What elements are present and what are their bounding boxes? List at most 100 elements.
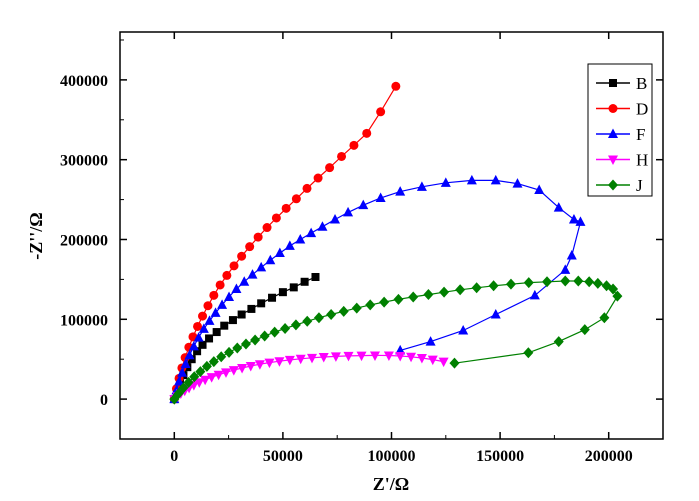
data-point bbox=[237, 363, 248, 374]
data-point bbox=[439, 286, 450, 298]
x-tick-label: 100000 bbox=[368, 448, 416, 465]
data-point bbox=[458, 324, 469, 335]
data-point bbox=[269, 326, 280, 338]
data-point bbox=[264, 358, 275, 369]
data-point bbox=[490, 174, 501, 185]
data-point bbox=[376, 107, 386, 117]
data-point bbox=[212, 328, 221, 337]
data-point bbox=[245, 361, 256, 372]
data-point bbox=[455, 284, 466, 296]
data-point bbox=[280, 322, 291, 334]
data-point bbox=[318, 353, 329, 363]
data-point bbox=[215, 280, 225, 290]
data-point bbox=[423, 289, 434, 301]
data-point bbox=[201, 360, 212, 372]
data-point bbox=[512, 178, 523, 188]
data-point bbox=[193, 347, 202, 356]
data-point bbox=[265, 254, 276, 265]
data-point bbox=[198, 340, 207, 349]
data-point bbox=[438, 357, 449, 368]
data-point bbox=[568, 214, 579, 224]
y-tick-label: 200000 bbox=[60, 232, 108, 249]
data-point bbox=[330, 352, 341, 362]
data-point bbox=[300, 277, 309, 286]
data-point bbox=[408, 291, 419, 303]
data-point bbox=[228, 366, 239, 376]
data-point bbox=[224, 291, 235, 301]
data-point bbox=[393, 293, 404, 305]
data-point bbox=[291, 194, 301, 204]
data-point bbox=[608, 128, 618, 138]
data-point bbox=[256, 261, 267, 272]
data-point bbox=[490, 309, 501, 319]
data-point bbox=[365, 299, 376, 311]
data-point bbox=[268, 293, 277, 302]
data-point bbox=[302, 183, 312, 193]
data-point bbox=[193, 321, 203, 331]
data-point bbox=[250, 334, 261, 346]
data-point bbox=[295, 354, 306, 365]
data-point bbox=[307, 353, 318, 364]
data-point bbox=[369, 351, 380, 361]
data-point bbox=[247, 269, 258, 279]
data-point bbox=[471, 282, 482, 294]
data-point bbox=[216, 351, 227, 363]
data-point bbox=[383, 351, 394, 362]
series-layer bbox=[169, 81, 623, 405]
series-J bbox=[169, 275, 623, 405]
data-point bbox=[573, 275, 584, 287]
data-point bbox=[553, 336, 564, 348]
data-point bbox=[271, 213, 281, 223]
data-point bbox=[205, 334, 214, 343]
data-point bbox=[612, 290, 623, 302]
data-point bbox=[184, 349, 195, 360]
data-point bbox=[231, 283, 242, 293]
data-point bbox=[358, 199, 369, 210]
data-point bbox=[362, 128, 372, 138]
data-point bbox=[193, 332, 204, 342]
data-point bbox=[240, 338, 251, 350]
data-point bbox=[295, 233, 306, 244]
data-point bbox=[349, 140, 359, 150]
data-point bbox=[274, 247, 285, 258]
data-point bbox=[222, 270, 232, 280]
data-point bbox=[178, 382, 189, 394]
y-axis-title: -Z''/Ω bbox=[26, 212, 46, 259]
data-point bbox=[560, 275, 571, 287]
data-point bbox=[579, 324, 590, 336]
data-point bbox=[206, 373, 217, 383]
ticks-layer: 0 50000 100000 150000 200000 0 100000 200000 300… bbox=[60, 32, 664, 465]
data-point bbox=[311, 272, 320, 281]
data-point bbox=[338, 305, 349, 317]
legend-box bbox=[587, 63, 653, 197]
data-point bbox=[584, 276, 595, 288]
data-point bbox=[416, 181, 427, 191]
y-tick-label: 300000 bbox=[60, 153, 108, 170]
data-point bbox=[232, 342, 243, 354]
data-point bbox=[608, 155, 618, 165]
data-point bbox=[289, 283, 298, 292]
data-point bbox=[395, 352, 406, 362]
data-point bbox=[313, 312, 324, 324]
data-point bbox=[194, 378, 205, 388]
data-point bbox=[560, 264, 571, 274]
data-point bbox=[262, 223, 272, 233]
legend-label: J bbox=[636, 176, 643, 195]
x-tick-label: 150000 bbox=[476, 448, 524, 465]
x-axis-title: Z'/Ω bbox=[373, 474, 409, 494]
data-point bbox=[177, 367, 188, 377]
x-tick-label: 200000 bbox=[585, 448, 633, 465]
x-tick-label: 50000 bbox=[263, 448, 303, 465]
data-point bbox=[290, 319, 301, 331]
legend-label: D bbox=[636, 100, 648, 119]
data-point bbox=[209, 290, 219, 300]
data-point bbox=[317, 221, 328, 231]
data-point bbox=[239, 276, 250, 286]
data-point bbox=[188, 340, 199, 351]
data-point bbox=[343, 351, 354, 362]
data-point bbox=[208, 356, 219, 368]
data-point bbox=[330, 214, 341, 224]
data-point bbox=[284, 240, 295, 250]
